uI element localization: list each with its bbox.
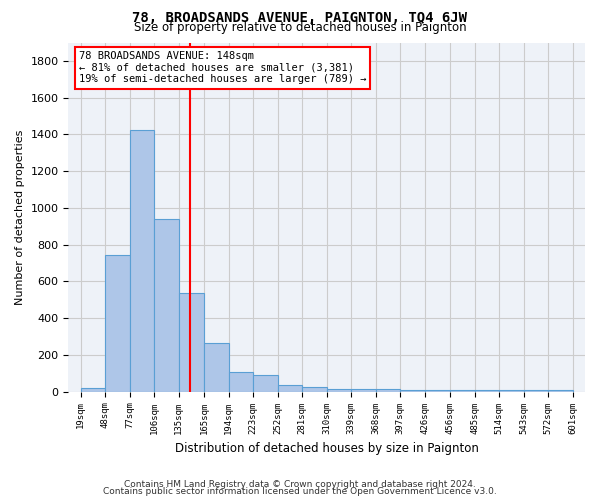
Bar bbox=[253, 375, 278, 392]
Bar bbox=[179, 294, 204, 392]
Bar bbox=[302, 386, 327, 392]
Text: 78, BROADSANDS AVENUE, PAIGNTON, TQ4 6JW: 78, BROADSANDS AVENUE, PAIGNTON, TQ4 6JW bbox=[133, 12, 467, 26]
Bar bbox=[400, 390, 425, 392]
Bar bbox=[376, 390, 400, 392]
Bar bbox=[475, 390, 499, 392]
Bar bbox=[499, 390, 524, 392]
Bar bbox=[80, 388, 105, 392]
Bar bbox=[524, 390, 548, 392]
Bar bbox=[130, 130, 154, 392]
X-axis label: Distribution of detached houses by size in Paignton: Distribution of detached houses by size … bbox=[175, 442, 479, 455]
Bar bbox=[229, 372, 253, 392]
Bar bbox=[278, 386, 302, 392]
Bar bbox=[327, 389, 351, 392]
Y-axis label: Number of detached properties: Number of detached properties bbox=[15, 130, 25, 305]
Bar bbox=[204, 343, 229, 392]
Text: Size of property relative to detached houses in Paignton: Size of property relative to detached ho… bbox=[134, 22, 466, 35]
Text: Contains HM Land Registry data © Crown copyright and database right 2024.: Contains HM Land Registry data © Crown c… bbox=[124, 480, 476, 489]
Bar bbox=[425, 390, 450, 392]
Bar bbox=[548, 390, 573, 392]
Bar bbox=[105, 255, 130, 392]
Bar bbox=[351, 390, 376, 392]
Text: 78 BROADSANDS AVENUE: 148sqm
← 81% of detached houses are smaller (3,381)
19% of: 78 BROADSANDS AVENUE: 148sqm ← 81% of de… bbox=[79, 51, 366, 84]
Text: Contains public sector information licensed under the Open Government Licence v3: Contains public sector information licen… bbox=[103, 488, 497, 496]
Bar bbox=[154, 219, 179, 392]
Bar bbox=[450, 390, 475, 392]
